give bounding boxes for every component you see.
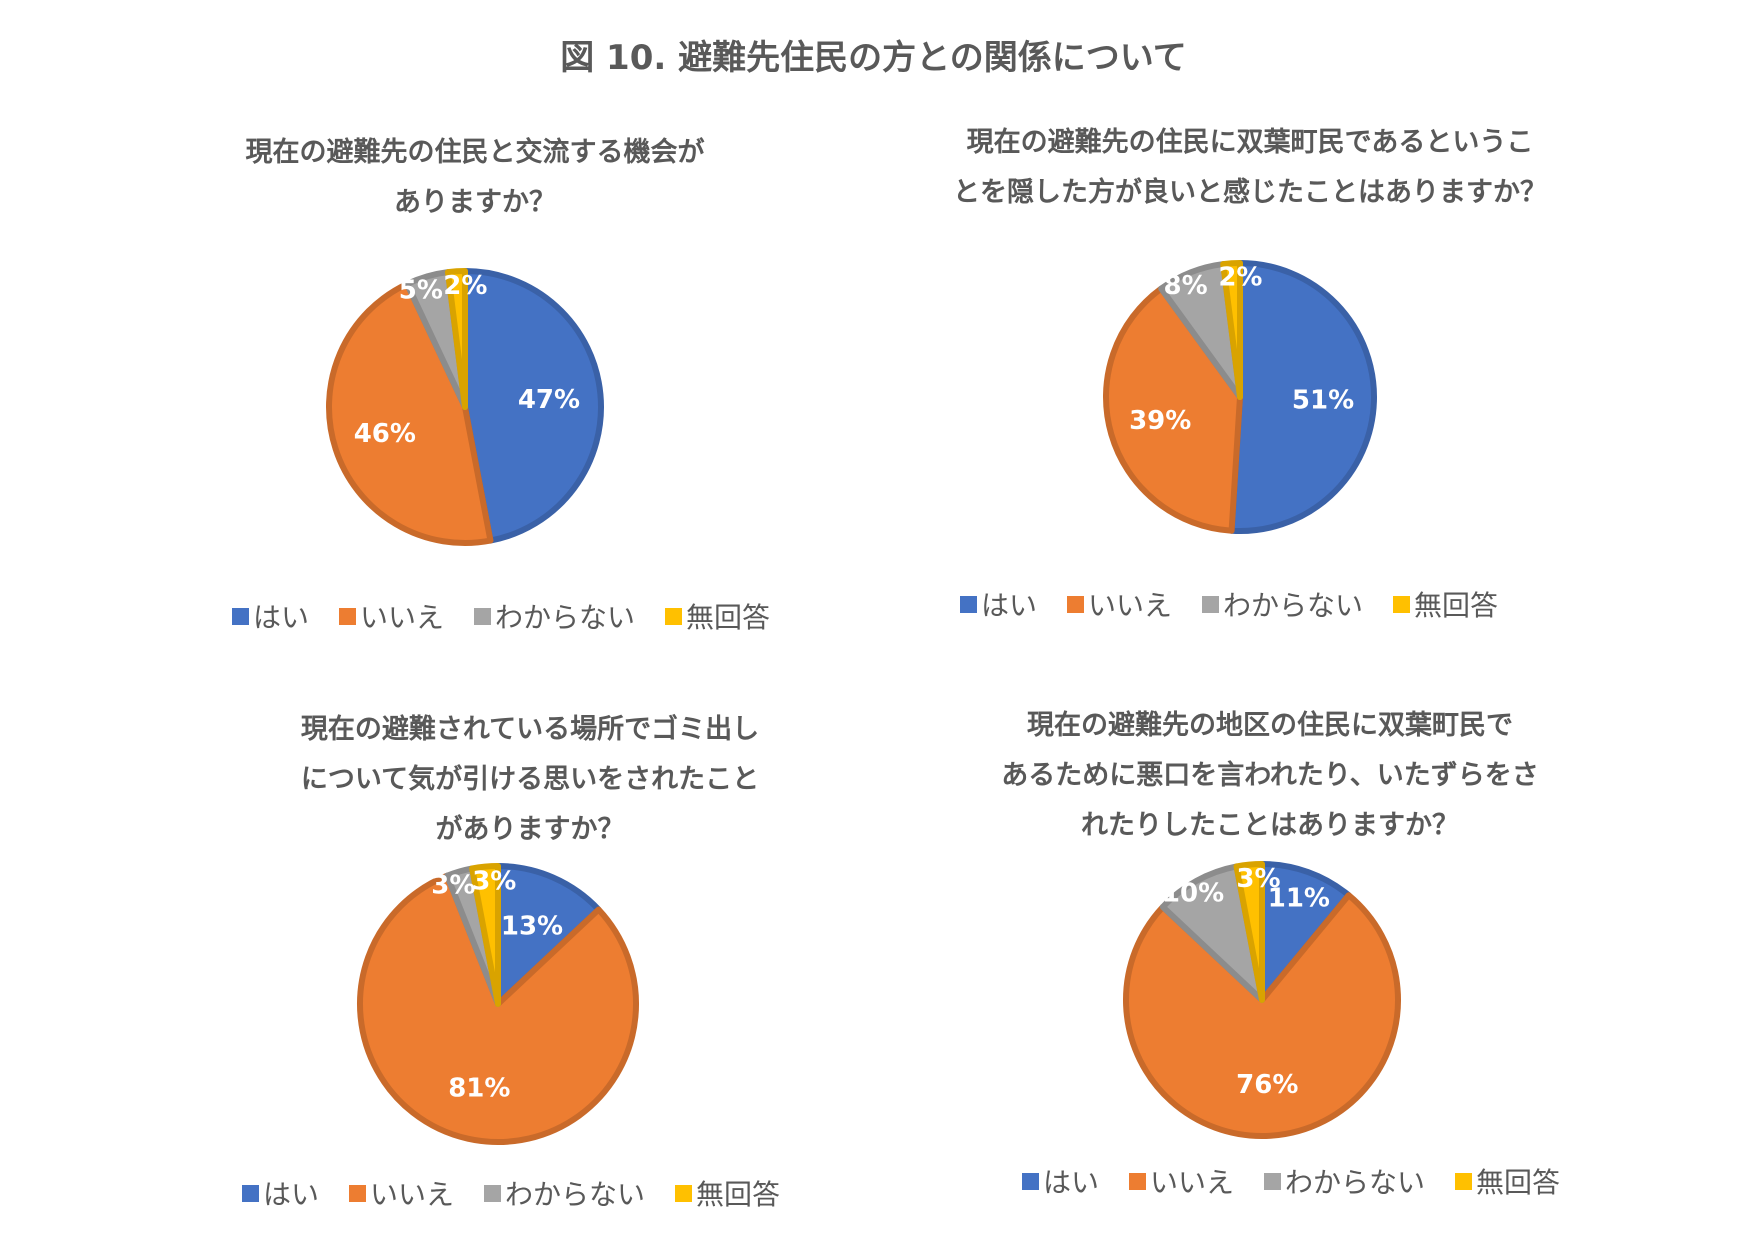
chart-2-title-line-2: とを隠した方が良いと感じたことはありますか？	[953, 177, 1547, 208]
legend-label: わからない	[1285, 1166, 1426, 1199]
chart-3-label-no: 81%	[448, 1073, 510, 1103]
chart-1-legend-item-no: いいえ	[339, 596, 444, 636]
chart-1-slice-no	[326, 280, 494, 546]
chart-4-legend-item-yes: はい	[1022, 1161, 1099, 1201]
chart-3-legend-item-no: いいえ	[349, 1173, 454, 1213]
legend-swatch	[484, 1184, 502, 1202]
legend-swatch	[1129, 1172, 1147, 1190]
chart-1-title-line-2: ありますか？	[394, 187, 556, 218]
legend-swatch	[1022, 1172, 1039, 1190]
chart-2-title-line-1: 現在の避難先の住民に双葉町民であるというこ	[966, 127, 1534, 158]
legend-swatch	[474, 607, 492, 625]
chart-1-label-no: 46%	[354, 419, 416, 449]
chart-1-legend-item-no-answer: 無回答	[665, 596, 770, 636]
chart-3-slice-no-answer	[469, 863, 501, 1007]
chart-3-label-yes: 13%	[501, 911, 563, 941]
chart-4-legend-item-unknown: わからない	[1264, 1161, 1425, 1201]
chart-2-slice-no-answer	[1220, 260, 1243, 400]
legend-label: 無回答	[1476, 1166, 1561, 1199]
legend-label: はい	[981, 589, 1038, 622]
chart-2-slice-no	[1103, 285, 1243, 534]
chart-4-title: 現在の避難先の地区の住民に双葉町民で あるために悪口を言われたり、いたずらをさ …	[920, 701, 1620, 851]
chart-4-legend-item-no: いいえ	[1129, 1161, 1234, 1201]
legend-label: 無回答	[686, 601, 771, 634]
chart-1-title: 現在の避難先の住民と交流する機会が ありますか？	[150, 128, 800, 228]
legend-label: 無回答	[1414, 589, 1499, 622]
chart-3-legend: はい いいえ わからない 無回答	[242, 1173, 780, 1213]
legend-swatch	[242, 1184, 259, 1202]
legend-swatch	[339, 607, 357, 625]
chart-4-slice-no-answer	[1233, 861, 1265, 1003]
chart-1-label-yes: 47%	[518, 385, 580, 415]
chart-3-title: 現在の避難されている場所でゴミ出し について気が引ける思いをされたこと がありま…	[200, 705, 860, 855]
legend-swatch	[232, 607, 249, 625]
legend-swatch	[675, 1184, 693, 1202]
chart-2-slice-yes	[1228, 260, 1377, 534]
legend-swatch	[1264, 1172, 1282, 1190]
legend-label: わからない	[495, 601, 636, 634]
legend-swatch	[665, 607, 683, 625]
chart-4-label-yes: 11%	[1268, 884, 1330, 914]
legend-swatch	[1455, 1172, 1473, 1190]
legend-label: はい	[263, 1178, 320, 1211]
legend-label: いいえ	[1150, 1166, 1235, 1199]
chart-4-label-unknown: 10%	[1162, 879, 1224, 909]
chart-3-title-line-3: がありますか？	[435, 814, 625, 845]
chart-3-title-line-1: 現在の避難されている場所でゴミ出し	[300, 714, 760, 745]
legend-swatch	[349, 1184, 367, 1202]
chart-3-slice-no	[357, 872, 639, 1145]
legend-swatch	[960, 595, 977, 613]
chart-2-legend-item-no: いいえ	[1067, 584, 1172, 624]
chart-2-label-no: 39%	[1129, 406, 1191, 436]
legend-label: いいえ	[360, 601, 445, 634]
chart-3-label-unknown: 3%	[431, 871, 475, 901]
chart-2-label-no-answer: 2%	[1218, 263, 1262, 293]
chart-1-slice-no-answer	[444, 268, 468, 410]
chart-3-legend-item-no-answer: 無回答	[675, 1173, 780, 1213]
chart-4-title-line-2: あるために悪口を言われたり、いたずらをさ	[1001, 760, 1539, 791]
chart-1-title-line-1: 現在の避難先の住民と交流する機会が	[245, 137, 705, 168]
legend-label: 無回答	[696, 1178, 781, 1211]
chart-2-legend-item-no-answer: 無回答	[1393, 584, 1498, 624]
chart-1-label-no-answer: 2%	[443, 271, 487, 301]
chart-1-legend-item-unknown: わからない	[474, 596, 635, 636]
chart-2-legend-item-unknown: わからない	[1202, 584, 1363, 624]
chart-4-label-no: 76%	[1236, 1070, 1298, 1100]
chart-3-legend-item-yes: はい	[242, 1173, 319, 1213]
chart-3-title-line-2: について気が引ける思いをされたこと	[300, 764, 760, 795]
chart-4-slice-yes	[1259, 861, 1352, 1003]
chart-1-legend: はい いいえ わからない 無回答	[232, 596, 770, 636]
chart-4-title-line-3: れたりしたことはありますか？	[1081, 810, 1459, 841]
chart-2-label-unknown: 8%	[1164, 271, 1208, 301]
legend-label: わからない	[505, 1178, 646, 1211]
legend-label: わからない	[1223, 589, 1364, 622]
chart-2-label-yes: 51%	[1292, 386, 1354, 416]
legend-label: はい	[1043, 1166, 1100, 1199]
legend-label: いいえ	[370, 1178, 455, 1211]
legend-swatch	[1393, 595, 1411, 613]
legend-label: はい	[253, 601, 310, 634]
chart-4-legend-item-no-answer: 無回答	[1455, 1161, 1560, 1201]
chart-4-legend: はい いいえ わからない 無回答	[1022, 1161, 1560, 1201]
chart-4-slice-no	[1123, 892, 1401, 1139]
chart-4-label-no-answer: 3%	[1236, 864, 1280, 894]
chart-4-title-line-1: 現在の避難先の地区の住民に双葉町民で	[1027, 710, 1513, 741]
chart-2-legend: はい いいえ わからない 無回答	[960, 584, 1498, 624]
legend-swatch	[1202, 595, 1220, 613]
chart-1-label-unknown: 5%	[399, 275, 443, 305]
chart-3-slice-yes	[495, 863, 602, 1007]
chart-1-legend-item-yes: はい	[232, 596, 309, 636]
chart-3-label-no-answer: 3%	[472, 866, 516, 896]
legend-swatch	[1067, 595, 1085, 613]
chart-1-slice-yes	[462, 268, 604, 544]
chart-2-title: 現在の避難先の住民に双葉町民であるというこ とを隠した方が良いと感じたことはあり…	[880, 118, 1620, 218]
legend-label: いいえ	[1088, 589, 1173, 622]
chart-3-legend-item-unknown: わからない	[484, 1173, 645, 1213]
chart-2-legend-item-yes: はい	[960, 584, 1037, 624]
page-title: 図 10. 避難先住民の方との関係について	[560, 38, 1187, 78]
